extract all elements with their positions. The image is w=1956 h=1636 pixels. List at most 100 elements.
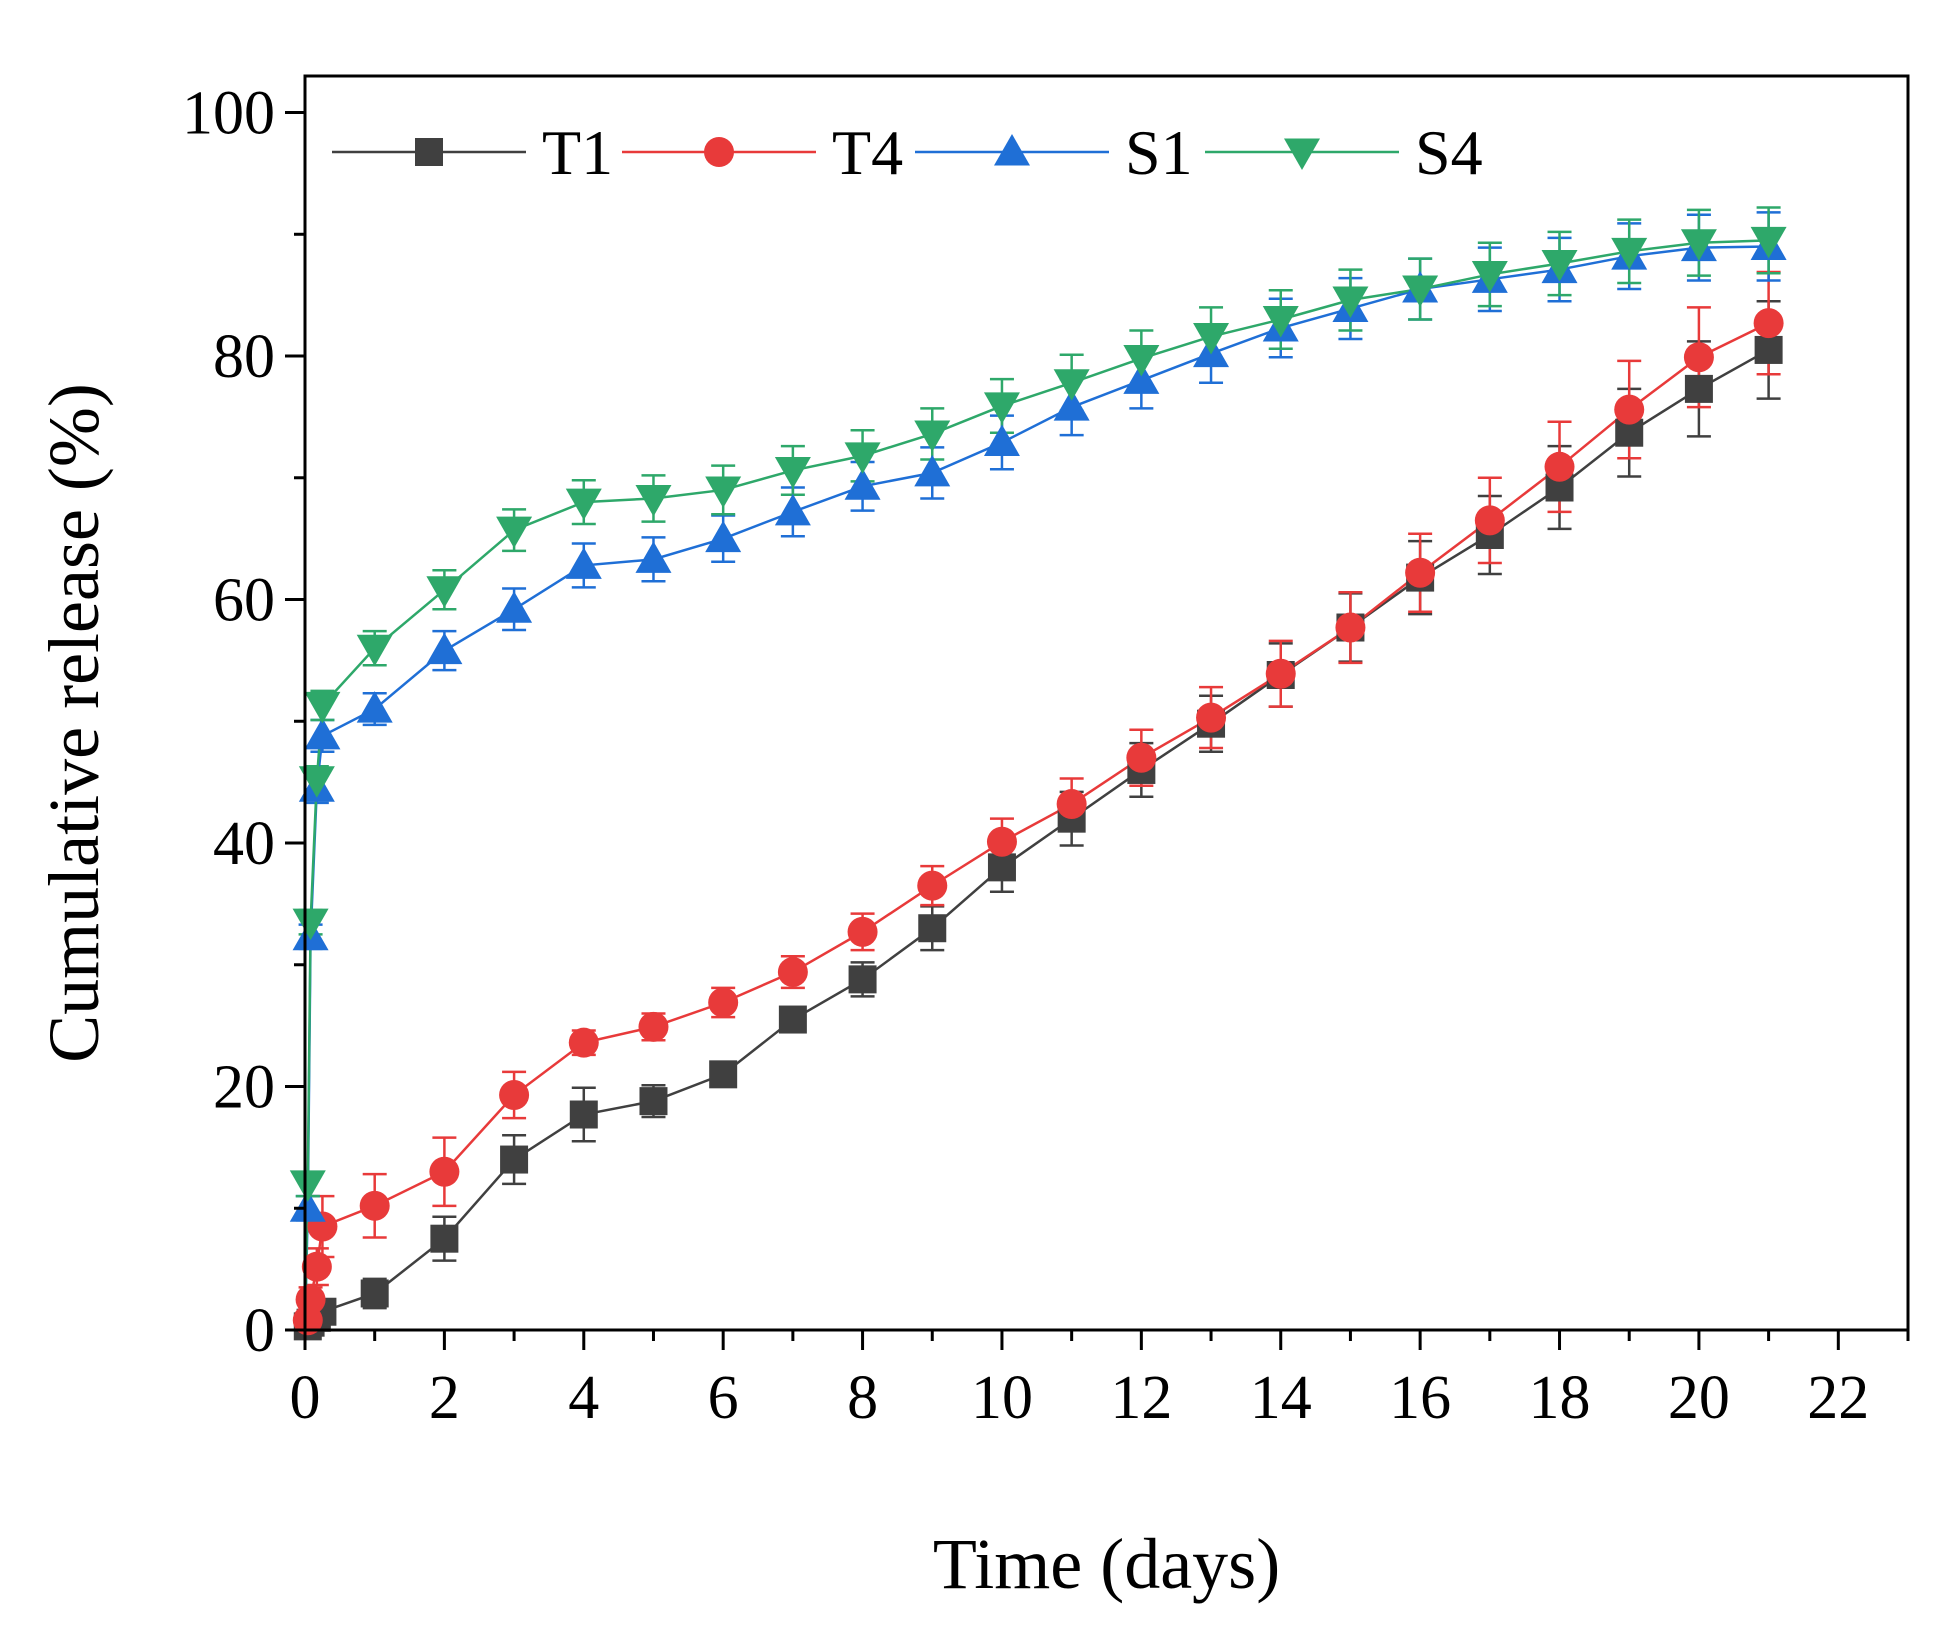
- x-tick-label: 16: [1389, 1364, 1451, 1432]
- s4-data-point: [1611, 237, 1648, 270]
- t4-data-point: [917, 870, 948, 901]
- legend-item-s1: S1: [915, 117, 1193, 188]
- t4-data-point: [1265, 658, 1296, 689]
- s1-data-point: [1123, 362, 1160, 394]
- x-tick-label: 4: [568, 1364, 599, 1432]
- t4-data-point: [1753, 308, 1784, 339]
- s4-data-point: [1541, 249, 1578, 282]
- t4-data-point: [568, 1027, 599, 1058]
- legend-label-t1: T1: [542, 117, 613, 188]
- t1-data-point: [1684, 374, 1713, 403]
- x-tick-label: 14: [1250, 1364, 1312, 1432]
- t4-data-point: [777, 957, 808, 988]
- y-tick-label: 40: [213, 810, 275, 878]
- t1-data-point: [918, 914, 947, 943]
- legend-marker-t1: [415, 138, 443, 166]
- t4-data-point: [1335, 612, 1366, 643]
- legend-item-s4: S4: [1205, 117, 1483, 188]
- legend-label-s1: S1: [1125, 117, 1193, 188]
- legend-item-t1: T1: [332, 117, 613, 188]
- plot-frame: [303, 74, 1910, 1332]
- s1-data-point: [774, 493, 811, 526]
- x-axis-label: Time (days): [933, 1524, 1280, 1604]
- s4-data-point: [1750, 226, 1787, 259]
- t4-data-point: [1126, 742, 1157, 773]
- s4-data-point: [496, 516, 533, 549]
- t1-data-point: [709, 1060, 738, 1089]
- t1-data-point: [848, 965, 877, 994]
- t4-data-point: [1683, 342, 1714, 373]
- t4-data-point: [1056, 789, 1087, 820]
- s4-data-point: [298, 766, 335, 798]
- s4-data-point: [1680, 229, 1717, 261]
- s4-data-point: [356, 634, 393, 667]
- t1-data-point: [569, 1100, 598, 1129]
- x-tick-label: 10: [971, 1364, 1033, 1432]
- s4-data-point: [1402, 275, 1439, 308]
- s1-data-point: [304, 717, 341, 750]
- legend-marker-t4: [704, 137, 734, 167]
- t1-data-point: [430, 1224, 459, 1253]
- t4-data-point: [295, 1284, 326, 1315]
- t1-data-point: [778, 1005, 807, 1034]
- legend-marker-s1: [994, 134, 1030, 166]
- y-tick-label: 20: [213, 1054, 275, 1122]
- t4-data-point: [1474, 505, 1505, 536]
- legend: T1 T4 S1 S4: [332, 117, 1483, 188]
- legend-label-s4: S4: [1415, 117, 1483, 188]
- s4-data-point: [1123, 344, 1160, 377]
- s4-data-point: [1332, 286, 1369, 319]
- s4-data-point: [292, 908, 329, 941]
- s1-data-point: [635, 541, 672, 573]
- legend-marker-s4: [1284, 138, 1320, 170]
- t4-data-point: [1544, 451, 1575, 482]
- y-tick-label: 100: [182, 80, 275, 148]
- y-axis-label: Cumulative release (%): [34, 383, 114, 1063]
- y-tick-label: 0: [244, 1297, 275, 1365]
- legend-item-t4: T4: [622, 117, 903, 188]
- s4-data-point: [635, 484, 672, 517]
- s4-data-point: [426, 576, 463, 608]
- s4-data-point: [1471, 260, 1508, 293]
- s4-data-point: [705, 476, 742, 508]
- t4-data-point: [1196, 702, 1227, 733]
- s1-data-point: [565, 547, 602, 579]
- s1-data-point: [914, 454, 951, 487]
- s1-series-line: [303, 245, 1769, 1331]
- s4-data-point: [1053, 369, 1090, 401]
- s4-data-point: [844, 442, 881, 474]
- t4-data-point: [499, 1080, 530, 1111]
- s4-data-point: [304, 691, 341, 724]
- t4-data-point: [847, 916, 878, 947]
- t4-data-point: [429, 1156, 460, 1187]
- s1-data-point: [705, 520, 742, 553]
- t1-data-point: [639, 1087, 668, 1116]
- s4-data-point: [914, 420, 951, 452]
- t4-data-point: [638, 1011, 669, 1042]
- s4-data-point: [1193, 323, 1230, 355]
- x-tick-label: 12: [1110, 1364, 1172, 1432]
- s4-data-point: [774, 456, 811, 489]
- t4-data-point: [1405, 557, 1436, 588]
- x-tick-label: 18: [1529, 1364, 1591, 1432]
- s1-data-point: [356, 691, 393, 723]
- s1-data-point: [844, 468, 881, 500]
- t4-data-point: [301, 1251, 332, 1282]
- y-axis-ticks: 0 20 40 60 80 100: [182, 80, 305, 1365]
- x-tick-label: 22: [1807, 1364, 1869, 1432]
- x-tick-label: 8: [847, 1364, 878, 1432]
- x-tick-label: 6: [708, 1364, 739, 1432]
- t1-data-point: [360, 1279, 389, 1308]
- x-axis-ticks: 0 2 4 6 8 10 12 14 16 18 20 22: [290, 1330, 1910, 1432]
- x-tick-label: 20: [1668, 1364, 1730, 1432]
- legend-label-t4: T4: [832, 117, 903, 188]
- s4-data-point: [289, 1170, 326, 1202]
- s4-data-point: [565, 488, 602, 521]
- s1-data-point: [426, 632, 463, 665]
- t1-data-point: [1754, 335, 1783, 364]
- y-tick-label: 60: [213, 567, 275, 635]
- s1-data-point: [496, 591, 533, 623]
- s1-data-point: [1053, 389, 1090, 421]
- s1-data-point: [289, 1190, 326, 1222]
